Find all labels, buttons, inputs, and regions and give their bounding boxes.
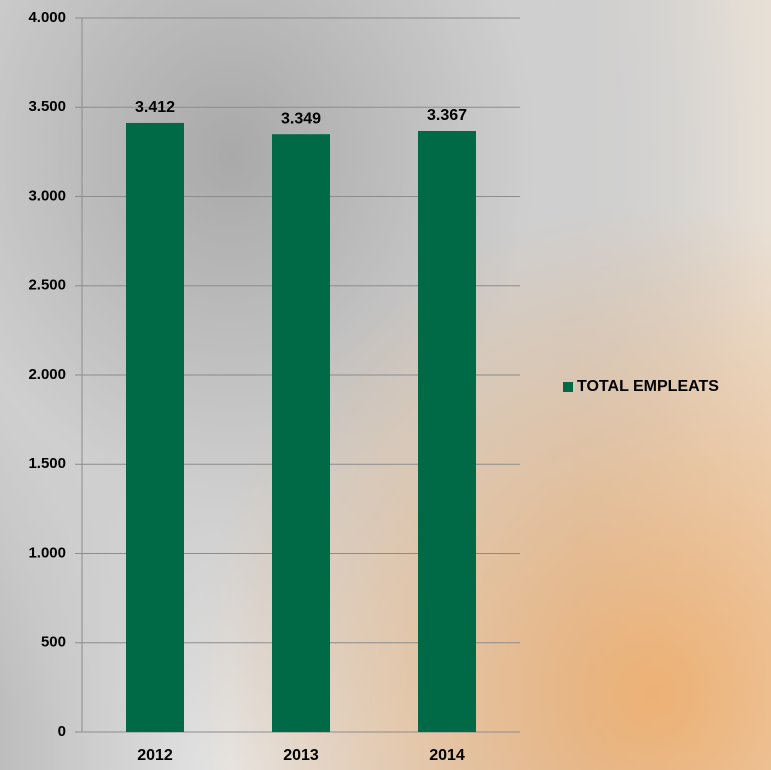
bar — [418, 130, 476, 733]
y-tick-label: 3.000 — [28, 187, 66, 204]
y-tick-label: 2.000 — [28, 366, 66, 383]
y-tick-label: 500 — [41, 634, 66, 651]
x-tick-label: 2013 — [283, 747, 319, 764]
x-tick-label: 2014 — [429, 747, 465, 764]
y-tick-label: 3.500 — [28, 98, 66, 115]
legend-swatch — [563, 382, 573, 392]
y-tick-label: 1.500 — [28, 455, 66, 472]
y-tick-label: 2.500 — [28, 277, 66, 294]
y-tick-label: 1.000 — [28, 544, 66, 561]
y-tick-label: 0 — [58, 723, 66, 740]
bar — [126, 122, 184, 732]
bar — [272, 134, 330, 733]
data-label: 3.412 — [135, 99, 175, 116]
x-tick-label: 2012 — [137, 747, 173, 764]
data-label: 3.349 — [281, 110, 321, 127]
legend-label: TOTAL EMPLEATS — [577, 378, 719, 395]
data-label: 3.367 — [427, 107, 467, 124]
y-tick-label: 4.000 — [28, 9, 66, 26]
